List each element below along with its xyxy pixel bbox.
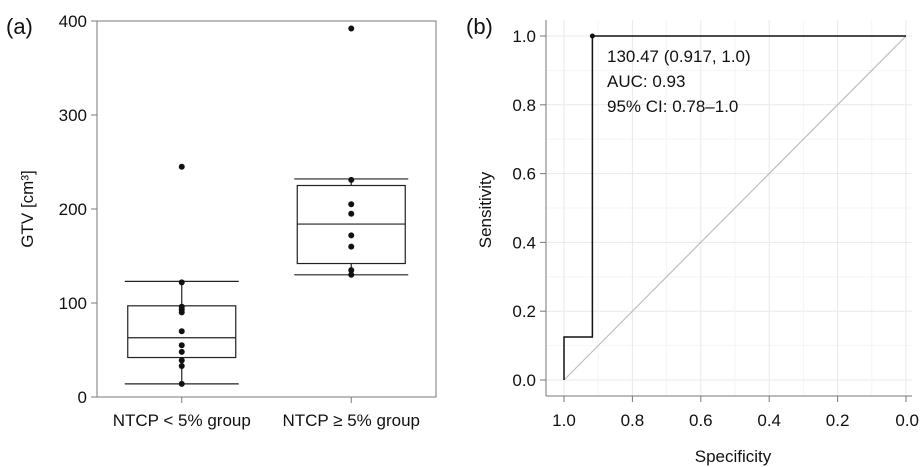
data-point — [178, 348, 185, 355]
data-point — [178, 357, 185, 364]
panel-a-plot-frame — [96, 20, 437, 398]
panel-b: (b) 0.00.20.40.60.81.0 1.0 0.8 0.6 0.4 0.2 0.… — [466, 14, 919, 466]
panel-b-roc-curve — [563, 35, 906, 380]
data-point — [348, 210, 355, 217]
panel-a-y-tick-label: 0 — [78, 388, 87, 407]
data-point — [348, 243, 355, 250]
panel-a-x-ticks: NTCP < 5% group NTCP ≥ 5% group — [113, 397, 420, 430]
panel-b-x-ticks: 1.0 0.8 0.6 0.4 0.2 0.0 — [552, 396, 919, 430]
panel-a-y-tick-label: 100 — [59, 294, 87, 313]
panel-a-y-tick-label: 300 — [59, 106, 87, 125]
data-point — [348, 271, 355, 278]
panel-b-y-axis-title: Sensitivity — [476, 171, 495, 248]
data-point — [178, 328, 185, 335]
panel-b-y-tick-label: 0.4 — [512, 233, 536, 252]
panel-b-annotation-line: AUC: 0.93 — [607, 72, 685, 91]
data-point — [348, 267, 355, 274]
panel-b-threshold-point — [589, 33, 595, 39]
panel-b-x-tick-label: 0.0 — [895, 411, 919, 430]
panel-a-x-tick-label: NTCP ≥ 5% group — [282, 411, 420, 430]
panel-a-y-tick-label: 400 — [59, 12, 87, 31]
panel-b-y-tick-label: 0.0 — [512, 371, 536, 390]
panel-b-axes — [545, 20, 912, 397]
panel-b-x-tick-label: 0.4 — [757, 411, 781, 430]
data-point — [348, 25, 355, 32]
panel-b-reference-diagonal — [563, 35, 907, 381]
panel-a-y-axis-title: GTV [cm³] — [18, 170, 37, 247]
panel-b-annotations: 130.47 (0.917, 1.0) AUC: 0.93 95% CI: 0.78… — [607, 47, 751, 116]
panel-b-x-tick-label: 0.8 — [621, 411, 645, 430]
data-point — [178, 163, 185, 170]
panel-a-y-ticks: 0 100 200 300 400 — [59, 12, 97, 407]
panel-b-x-tick-label: 0.2 — [826, 411, 850, 430]
panel-b-label: (b) — [466, 14, 493, 39]
panel-a: (a) 0 100 200 300 400 NTCP < 5% group NTCP ≥ … — [6, 12, 437, 430]
panel-b-y-tick-label: 1.0 — [512, 27, 536, 46]
panel-b-y-ticks: 0.0 0.2 0.4 0.6 0.8 1.0 — [512, 27, 546, 390]
data-point — [178, 362, 185, 369]
panel-a-points — [178, 25, 355, 387]
data-point — [348, 201, 355, 208]
panel-b-x-axis-title: Specificity — [695, 447, 772, 466]
panel-b-x-tick-label: 1.0 — [552, 411, 576, 430]
panel-b-annotation-line: 95% CI: 0.78–1.0 — [607, 97, 738, 116]
data-point — [178, 303, 185, 310]
panel-a-x-tick-label: NTCP < 5% group — [113, 411, 251, 430]
panel-b-x-tick-label: 0.6 — [689, 411, 713, 430]
data-point — [178, 380, 185, 387]
panel-b-y-tick-label: 0.8 — [512, 96, 536, 115]
data-point — [348, 232, 355, 239]
panel-a-label: (a) — [6, 14, 33, 39]
panel-a-boxes — [124, 178, 409, 385]
panel-b-annotation-line: 130.47 (0.917, 1.0) — [607, 47, 751, 66]
panel-b-y-tick-label: 0.2 — [512, 302, 536, 321]
panel-a-y-tick-label: 200 — [59, 200, 87, 219]
data-point — [348, 176, 355, 183]
panel-b-y-tick-label: 0.6 — [512, 165, 536, 184]
data-point — [178, 342, 185, 349]
panel-b-grid — [546, 20, 912, 396]
data-point — [178, 279, 185, 286]
